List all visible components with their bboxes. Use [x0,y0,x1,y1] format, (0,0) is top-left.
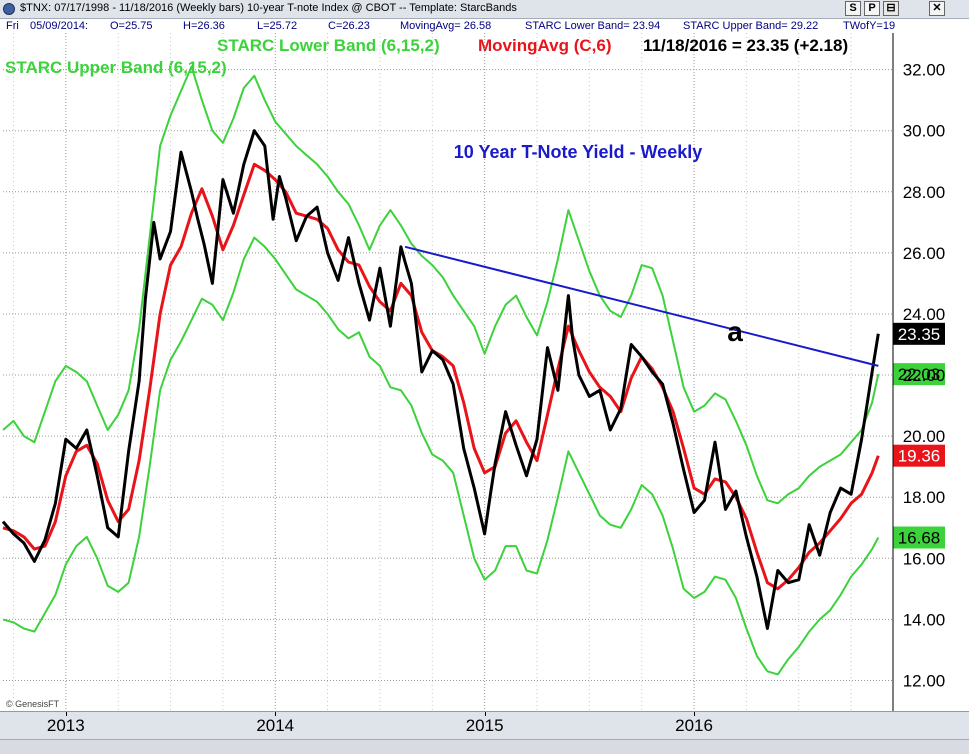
watermark: © GenesisFT [6,699,60,709]
x-tick-mark [275,712,277,716]
last-value-flag [893,363,945,386]
x-tick-mark [484,712,486,716]
last-value-flag [893,322,945,345]
y-tick-label: 12.00 [903,671,946,690]
last-value-text: 22.03 [898,365,941,384]
close-icon[interactable]: ✕ [929,1,945,16]
p-button[interactable]: P [864,1,880,16]
y-tick-label: 18.00 [903,488,946,507]
trendline [404,245,879,367]
chart-title: 10 Year T-Note Yield - Weekly [454,142,702,162]
s-button[interactable]: S [845,1,861,16]
readout-close: C=26.23 [328,20,370,32]
starc-lower-line [2,236,880,676]
upper-band-legend: STARC Upper Band (6,15,2) [5,58,227,77]
close-line [1,129,880,630]
y-tick-label: 16.00 [903,549,946,568]
y-tick-label: 28.00 [903,183,946,202]
x-tick-label: 2013 [46,716,85,735]
x-tick-label: 2015 [465,716,504,735]
x-tick-label: 2016 [675,716,713,735]
data-readout-bar: Fri 05/09/2014: O=25.75 H=26.36 L=25.72 … [0,19,969,33]
readout-open: O=25.75 [110,20,153,32]
toggle-panel-icon[interactable]: ⊟ [883,1,899,16]
app-icon [3,3,15,15]
readout-low: L=25.72 [257,20,298,32]
y-tick-label: 24.00 [903,305,946,324]
y-tick-label: 14.00 [903,610,946,629]
last-value-flag [893,526,945,549]
y-tick-label: 32.00 [903,61,946,80]
last-value-text: 19.36 [898,447,941,466]
readout-high: H=26.36 [183,20,225,32]
moving-avg-line [2,162,880,591]
last-value-readout: 11/18/2016 = 23.35 (+2.18) [643,36,849,55]
last-value-text: 23.35 [898,325,941,344]
y-tick-label: 22.00 [903,366,946,385]
x-tick-label: 2014 [256,716,295,735]
last-value-flag [893,444,945,467]
lower-band-legend: STARC Lower Band (6,15,2) [217,36,440,55]
readout-moving-avg: MovingAvg= 26.58 [400,20,492,32]
moving-avg-legend: MovingAvg (C,6) [478,36,612,55]
readout-twofy: TWofY=19 [843,20,896,32]
readout-starc-lower: STARC Lower Band= 23.94 [525,20,661,32]
readout-date: 05/09/2014: [30,20,89,32]
window-title: $TNX: 07/17/1998 - 11/18/2016 (Weekly ba… [20,2,517,14]
last-value-text: 16.68 [898,529,941,548]
readout-starc-upper: STARC Upper Band= 29.22 [683,20,819,32]
y-tick-label: 20.00 [903,427,946,446]
starc-upper-line [2,65,880,505]
horizontal-scrollbar[interactable] [0,739,969,754]
trendline-annotation: a [727,316,743,347]
y-tick-label: 26.00 [903,244,946,263]
readout-day: Fri [6,20,19,32]
x-tick-mark [65,712,67,716]
x-tick-mark [694,712,696,716]
y-tick-label: 30.00 [903,122,946,141]
price-chart[interactable]: 23.35 22.03 19.36 16.68 12.00 14.00 16.00 18.0… [0,33,969,711]
title-bar: $TNX: 07/17/1998 - 11/18/2016 (Weekly ba… [0,0,969,19]
